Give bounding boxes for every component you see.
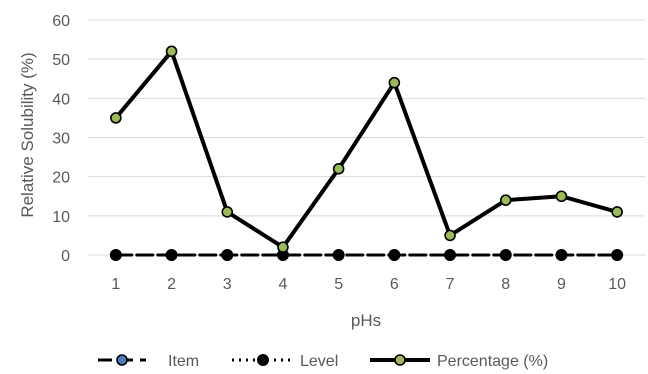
y-tick-label: 30 <box>52 131 70 148</box>
x-tick-label: 9 <box>557 276 566 293</box>
series-3-point <box>110 112 122 124</box>
x-tick-label: 8 <box>501 276 510 293</box>
series-3-point <box>165 45 178 58</box>
series-2-point <box>221 249 234 261</box>
series-3-point <box>444 229 456 242</box>
y-tick-label: 50 <box>52 52 70 69</box>
legend-swatch-marker <box>116 354 128 366</box>
series-3-point <box>555 190 568 203</box>
y-tick-label: 20 <box>52 170 70 187</box>
x-tick-label: 4 <box>278 276 287 293</box>
y-tick-label: 10 <box>52 209 70 226</box>
x-tick-label: 3 <box>223 276 232 293</box>
x-tick-labels: 1 2 3 4 5 6 7 8 9 10 <box>111 276 626 293</box>
y-tick-labels: 0 10 20 30 40 50 60 <box>52 13 70 265</box>
series-2-point <box>332 249 345 261</box>
series-2-point <box>555 249 568 261</box>
y-tick-label: 40 <box>52 91 70 108</box>
series-line-3 <box>113 49 620 250</box>
legend-label: Percentage (%) <box>437 353 548 370</box>
series-2-point <box>388 249 401 261</box>
x-tick-label: 7 <box>446 276 455 293</box>
y-axis-title: Relative Solubility (%) <box>18 52 37 217</box>
series-3-point <box>221 206 234 218</box>
legend-swatch-marker <box>257 354 269 366</box>
series-2-point <box>611 249 624 261</box>
series-3-point <box>332 163 345 175</box>
y-tick-label: 60 <box>52 13 70 30</box>
x-tick-label: 5 <box>334 276 343 293</box>
series-3-point <box>277 241 289 253</box>
gridlines <box>88 19 645 256</box>
series-3-point <box>611 206 623 218</box>
legend-label: Level <box>300 353 338 370</box>
series-2-point <box>109 249 122 261</box>
series-layer <box>109 45 624 261</box>
x-tick-label: 10 <box>608 276 626 293</box>
y-tick-label: 0 <box>61 248 70 265</box>
x-tick-label: 1 <box>111 276 120 293</box>
legend-label: Item <box>168 353 199 370</box>
x-axis-title: pHs <box>351 311 381 330</box>
series-3-point <box>388 76 401 89</box>
series-2-point <box>444 249 457 261</box>
legend: Item Level Percentage (%) <box>98 353 548 370</box>
x-tick-label: 6 <box>390 276 399 293</box>
x-tick-label: 2 <box>167 276 176 293</box>
legend-swatch-marker <box>394 354 406 366</box>
series-2-point <box>499 249 512 261</box>
series-2-point <box>165 249 178 261</box>
series-3-point <box>499 194 512 206</box>
